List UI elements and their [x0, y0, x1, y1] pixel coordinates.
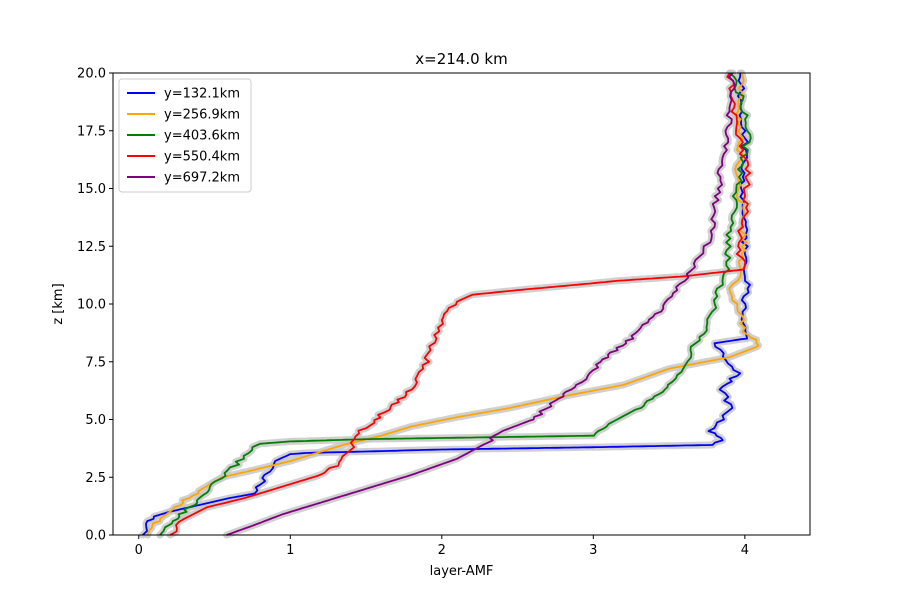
x-tick-label: 2 [438, 543, 446, 558]
series-lines [142, 72, 760, 536]
y-tick-label: 7.5 [85, 355, 106, 370]
series-band [223, 69, 739, 539]
legend-box [118, 78, 252, 193]
x-tick-label: 0 [135, 543, 143, 558]
x-axis-title: layer-AMF [430, 564, 494, 579]
legend-label: y=132.1km [164, 87, 240, 102]
y-tick-label: 10.0 [77, 298, 106, 313]
x-tick-label: 1 [286, 543, 294, 558]
series-line [226, 72, 736, 536]
chart-title: x=214.0 km [415, 50, 507, 68]
legend-label: y=256.9km [164, 108, 240, 123]
y-tick-label: 12.5 [77, 240, 106, 255]
legend-label: y=403.6km [164, 129, 240, 144]
x-axis: 0 1 2 3 4 [135, 535, 749, 558]
y-tick-label: 5.0 [85, 413, 106, 428]
x-tick-label: 3 [589, 543, 597, 558]
series-line [142, 72, 751, 536]
y-tick-label: 2.5 [85, 471, 106, 486]
legend-label: y=550.4km [164, 150, 240, 165]
y-tick-label: 20.0 [77, 67, 106, 82]
legend: y=132.1km y=256.9km y=403.6km y=550.4km y=69… [118, 78, 252, 193]
legend-label: y=697.2km [164, 171, 240, 186]
series-line [169, 72, 752, 536]
y-tick-label: 15.0 [77, 182, 106, 197]
y-tick-label: 0.0 [85, 529, 106, 544]
x-tick-label: 4 [741, 543, 749, 558]
series-line [159, 72, 752, 536]
y-axis: 0.0 2.5 5.0 7.5 10.0 12.5 15.0 17.5 20.0 [77, 67, 113, 544]
y-tick-label: 17.5 [77, 124, 106, 139]
y-axis-title: z [km] [51, 283, 66, 324]
